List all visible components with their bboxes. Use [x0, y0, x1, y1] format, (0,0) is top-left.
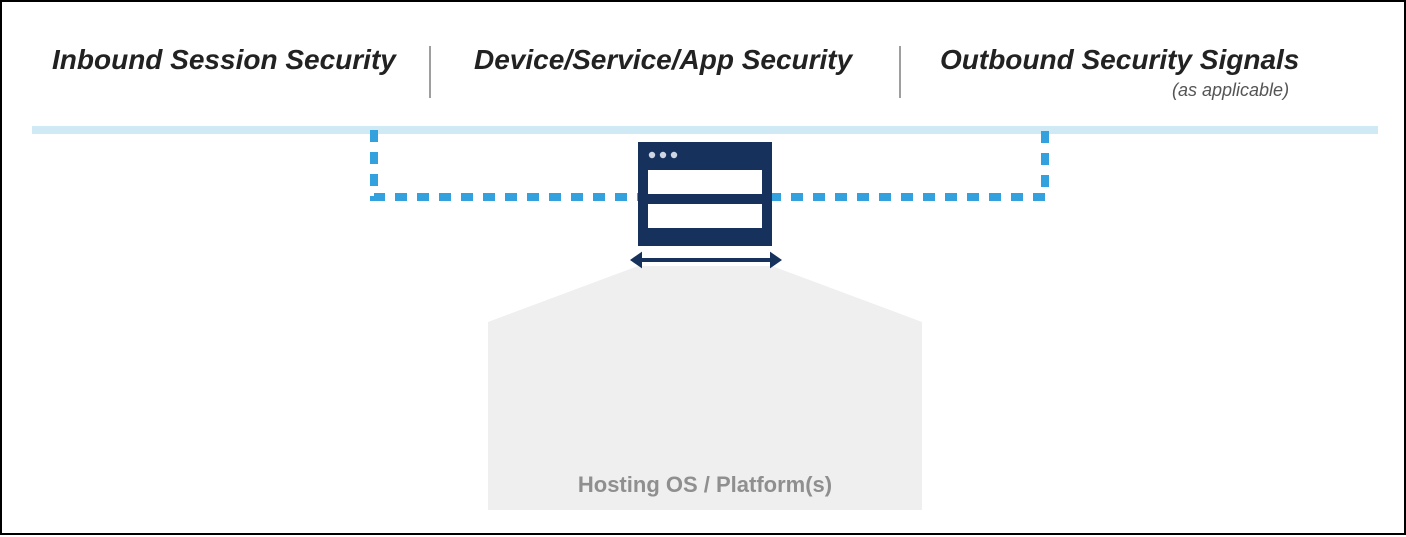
- hosting-platform-box: Hosting OS / Platform(s): [488, 322, 922, 510]
- diagram-frame: Inbound Session Security Device/Service/…: [0, 0, 1406, 535]
- double-arrow-icon: [630, 252, 782, 269]
- hosting-connector-trapezoid: [488, 266, 922, 322]
- app-window-icon: [638, 142, 772, 246]
- hosting-platform-label: Hosting OS / Platform(s): [488, 472, 922, 498]
